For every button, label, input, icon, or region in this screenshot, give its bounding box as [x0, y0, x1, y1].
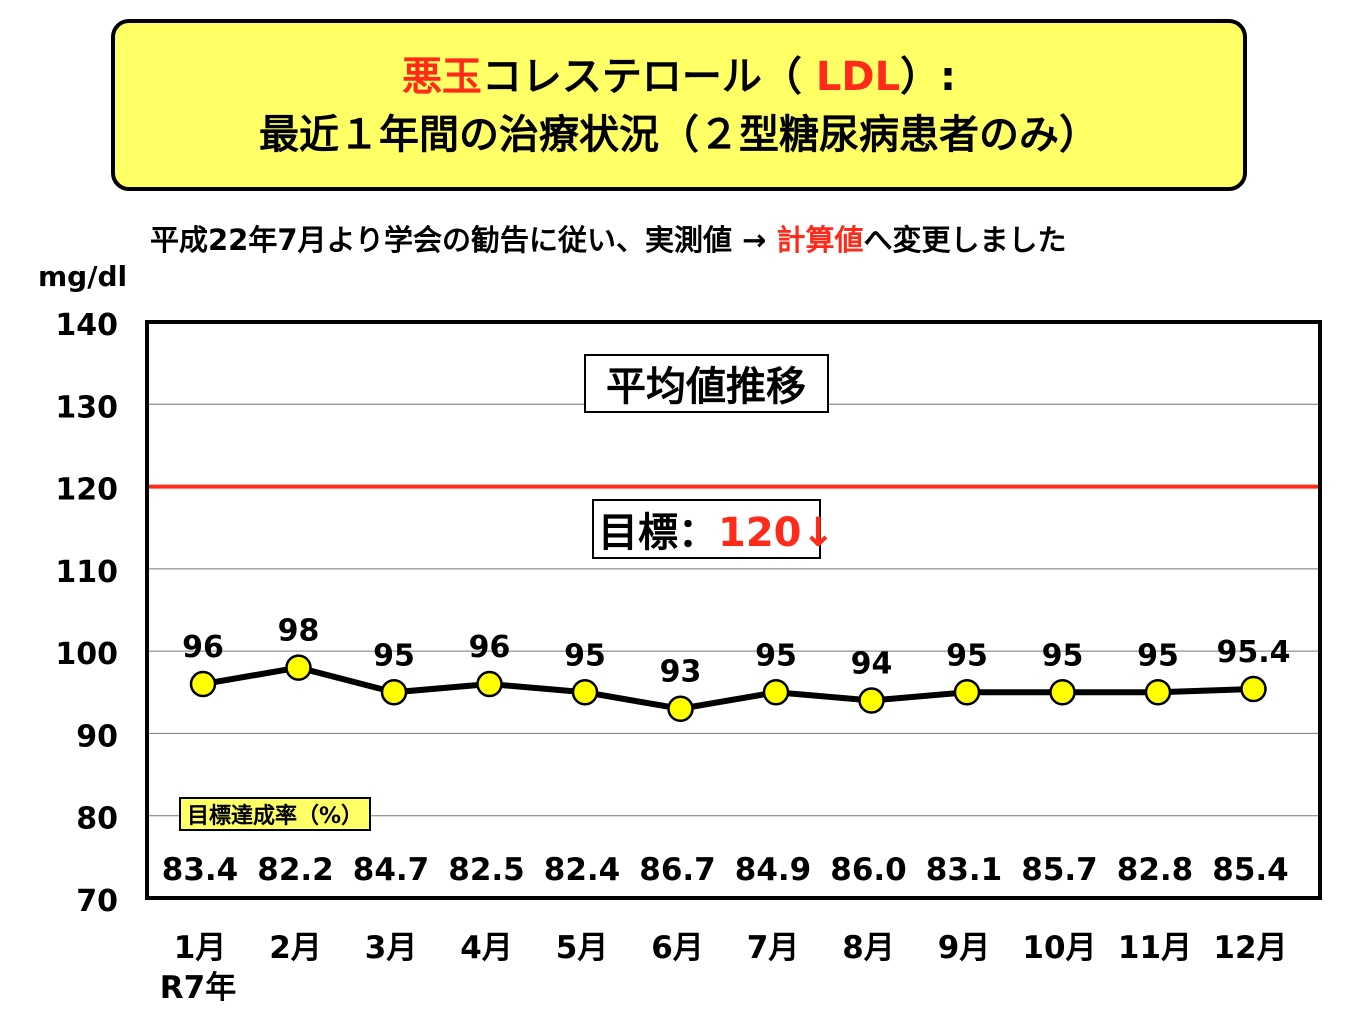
x-tick-label: 6月 [651, 930, 704, 966]
achievement-value: 82.5 [448, 852, 525, 888]
target-prefix: 目標： [598, 510, 718, 556]
achievement-value: 83.1 [926, 852, 1003, 888]
title-ldl: LDL [815, 54, 901, 100]
data-point [189, 670, 217, 698]
x-tick-label: 2月 [269, 930, 322, 966]
x-tick-label: 10月 [1022, 930, 1096, 966]
x-tick-label: 8月 [842, 930, 895, 966]
title-a: コレステロール（ [481, 54, 816, 100]
data-label: 93 [660, 655, 702, 690]
x-tick-label: 3月 [365, 930, 418, 966]
x-tick-label: 9月 [938, 930, 991, 966]
achievement-value: 85.7 [1021, 852, 1098, 888]
data-point [1240, 675, 1267, 703]
chart-title: 平均値推移 [606, 364, 806, 410]
achievement-value: 82.8 [1117, 852, 1194, 888]
title-box: 悪玉コレステロール（ LDL）: 最近１年間の治療状況（２型糖尿病患者のみ） [111, 19, 1247, 191]
data-point [762, 679, 790, 706]
achievement-value: 83.4 [162, 852, 239, 888]
data-label: 95 [373, 638, 415, 673]
note-prefix: 平成22年7月より学会の勧告に従い、実測値 → [150, 223, 777, 257]
y-tick-label: 110 [55, 555, 118, 590]
achievement-value: 86.7 [639, 852, 716, 888]
data-point [476, 670, 503, 698]
note-suffix: へ変更しました [863, 223, 1067, 257]
data-point [285, 654, 312, 681]
data-label: 95 [1137, 638, 1179, 673]
data-label: 98 [278, 614, 320, 649]
target-box [592, 499, 821, 559]
data-point [1049, 679, 1076, 706]
data-label: 95 [1042, 638, 1084, 673]
x-tick-label: 7月 [747, 930, 800, 966]
data-point [667, 695, 694, 722]
y-tick-label: 70 [76, 884, 118, 919]
plot-frame [145, 320, 1322, 900]
data-label: 94 [851, 647, 893, 682]
x-tick-label: 4月 [460, 930, 513, 966]
x-tick-label: 11月 [1118, 930, 1192, 966]
achievement-value: 85.4 [1212, 852, 1289, 888]
achievement-value: 84.9 [735, 852, 812, 888]
data-label: 95.4 [1216, 635, 1290, 670]
x-tick-label: 1月 [174, 930, 227, 966]
data-point [953, 679, 981, 706]
data-point [571, 679, 599, 706]
data-label: 95 [755, 638, 797, 673]
series-line [202, 664, 1254, 712]
data-point [380, 679, 408, 706]
data-label: 95 [946, 638, 988, 673]
note: 平成22年7月より学会の勧告に従い、実測値 → 計算値へ変更しました [150, 220, 1066, 260]
target-value: 120↓ [718, 510, 835, 556]
data-point [1144, 679, 1172, 706]
y-tick-label: 120 [55, 473, 118, 508]
title-line-1: 悪玉コレステロール（ LDL）: [115, 53, 1243, 101]
x-tick-label: 5月 [556, 930, 609, 966]
data-label: 96 [182, 630, 224, 665]
title-red: 悪玉 [401, 54, 482, 100]
title-line-2: 最近１年間の治療状況（２型糖尿病患者のみ） [259, 112, 1099, 158]
achievement-value: 82.4 [544, 852, 621, 888]
achievement-value: 84.7 [353, 852, 430, 888]
achievement-value: 86.0 [830, 852, 907, 888]
achievement-value: 82.2 [257, 852, 334, 888]
target-label: 目標：120↓ [598, 510, 835, 556]
y-tick-label: 100 [55, 637, 118, 672]
data-point [858, 687, 885, 714]
y-tick-label: 80 [76, 802, 118, 837]
y-tick-label: 90 [76, 719, 118, 754]
achievement-label: 目標達成率（%） [187, 803, 363, 829]
x-tick-label: 12月 [1213, 930, 1287, 966]
data-label: 96 [469, 630, 511, 665]
y-unit: mg/dl [38, 260, 128, 293]
x-year-label: R7年 [160, 970, 236, 1006]
title-b: ）: [900, 54, 957, 100]
data-label: 95 [564, 638, 606, 673]
chart-title-box [584, 354, 829, 413]
y-tick-label: 130 [55, 390, 118, 425]
note-highlight: 計算値 [776, 223, 864, 257]
achievement-label-box [179, 797, 371, 831]
y-tick-label: 140 [55, 308, 118, 343]
